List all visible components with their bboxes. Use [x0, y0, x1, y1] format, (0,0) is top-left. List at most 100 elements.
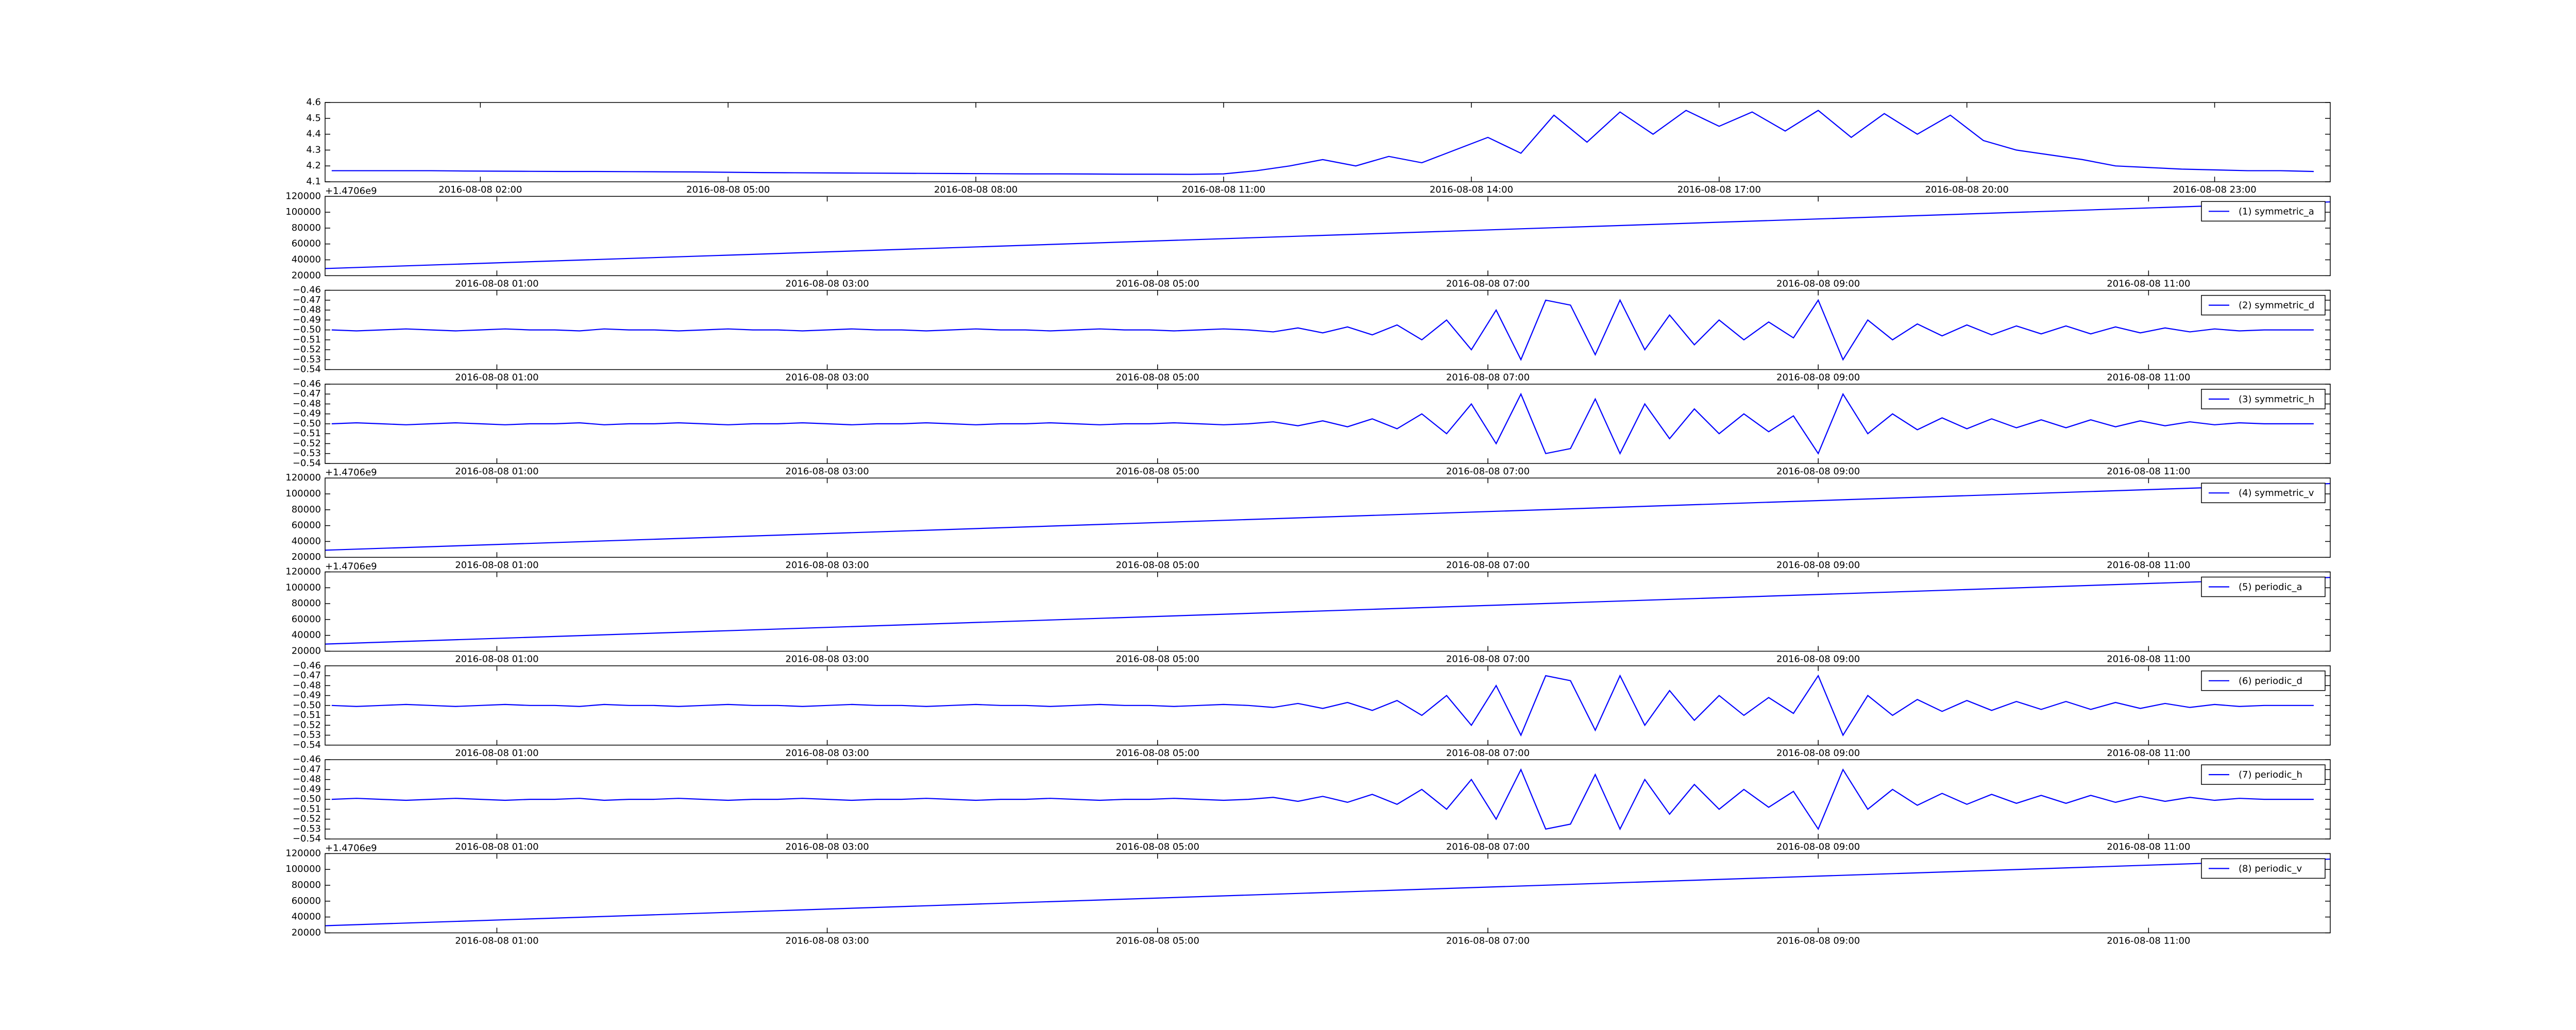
legend: (8) periodic_v — [2201, 858, 2326, 879]
subplot: −0.54−0.53−0.52−0.51−0.50−0.49−0.48−0.47… — [293, 379, 2331, 477]
y-tick-label: 20000 — [292, 927, 321, 938]
x-tick-label: 2016-08-08 09:00 — [1776, 560, 1860, 571]
y-tick-label: 40000 — [292, 630, 321, 641]
y-tick-label: 40000 — [292, 254, 321, 265]
legend: (6) periodic_d — [2201, 671, 2326, 691]
legend-label: (5) periodic_a — [2239, 582, 2302, 593]
legend: (1) symmetric_a — [2201, 201, 2326, 222]
subplot: 20000 40000 60000 80000 100000 120000 2016-08-… — [285, 185, 2331, 289]
subplot: −0.54−0.53−0.52−0.51−0.50−0.49−0.48−0.47… — [293, 285, 2331, 383]
x-tick-label: 2016-08-08 09:00 — [1776, 372, 1860, 383]
y-tick-label: −0.52 — [293, 344, 321, 355]
legend-label: (3) symmetric_h — [2239, 394, 2314, 405]
y-tick-label: 40000 — [292, 536, 321, 546]
data-line — [331, 110, 2314, 175]
legend-label: (8) periodic_v — [2239, 863, 2302, 874]
y-tick-label: −0.53 — [293, 823, 321, 834]
plot-area — [325, 196, 2330, 276]
x-tick-label: 2016-08-08 20:00 — [1925, 184, 2009, 195]
y-tick-label: 4.2 — [306, 160, 321, 171]
y-tick-label: 40000 — [292, 912, 321, 922]
x-tick-label: 2016-08-08 11:00 — [2107, 466, 2190, 477]
x-tick-label: 2016-08-08 01:00 — [455, 372, 538, 383]
y-tick-label: 80000 — [292, 504, 321, 515]
x-tick-label: 2016-08-08 05:00 — [1116, 654, 1199, 665]
plot-frame — [325, 289, 2331, 370]
x-tick-label: 2016-08-08 07:00 — [1446, 560, 1530, 571]
offset-text: +1.4706e9 — [325, 843, 377, 853]
data-line — [325, 483, 2330, 551]
data-line — [325, 577, 2330, 645]
plot-area — [325, 478, 2330, 558]
data-line — [331, 768, 2314, 831]
y-tick-label: −0.50 — [293, 700, 321, 711]
y-tick-label: −0.53 — [293, 448, 321, 459]
x-tick-label: 2016-08-08 11:00 — [1182, 184, 1265, 195]
y-tick-label: 120000 — [285, 848, 321, 859]
subplot: 20000 40000 60000 80000 100000 120000 2016-08-… — [285, 467, 2331, 571]
y-tick-label: 20000 — [292, 270, 321, 281]
y-tick-label: −0.54 — [293, 364, 321, 375]
data-line — [331, 392, 2314, 455]
data-line — [331, 299, 2314, 361]
x-tick-label: 2016-08-08 07:00 — [1446, 466, 1530, 477]
x-tick-label: 2016-08-08 01:00 — [455, 935, 538, 946]
subplot: −0.54−0.53−0.52−0.51−0.50−0.49−0.48−0.47… — [293, 660, 2331, 759]
legend: (3) symmetric_h — [2201, 389, 2326, 409]
plot-frame — [325, 665, 2331, 746]
y-tick-label: −0.46 — [293, 660, 321, 671]
legend-label: (2) symmetric_d — [2239, 300, 2314, 311]
subplot: −0.54−0.53−0.52−0.51−0.50−0.49−0.48−0.47… — [293, 754, 2331, 852]
y-tick-label: −0.48 — [293, 304, 321, 315]
x-tick-label: 2016-08-08 05:00 — [1116, 466, 1199, 477]
y-tick-label: 120000 — [285, 472, 321, 483]
y-tick-label: 100000 — [285, 488, 321, 499]
y-tick-label: −0.54 — [293, 740, 321, 750]
x-tick-label: 2016-08-08 03:00 — [786, 654, 869, 665]
legend: (7) periodic_h — [2201, 764, 2326, 785]
y-tick-label: −0.51 — [293, 428, 321, 439]
y-tick-label: 100000 — [285, 207, 321, 217]
legend: (2) symmetric_d — [2201, 295, 2326, 316]
y-tick-label: 120000 — [285, 566, 321, 577]
y-tick-label: 100000 — [285, 864, 321, 874]
y-tick-label: −0.46 — [293, 285, 321, 296]
offset-text: +1.4706e9 — [325, 467, 377, 478]
y-tick-label: −0.53 — [293, 354, 321, 365]
x-tick-label: 2016-08-08 09:00 — [1776, 654, 1860, 665]
data-line — [325, 859, 2330, 926]
x-tick-label: 2016-08-08 11:00 — [2107, 654, 2190, 665]
x-tick-label: 2016-08-08 07:00 — [1446, 842, 1530, 852]
x-tick-label: 2016-08-08 02:00 — [438, 184, 522, 195]
plot-frame — [325, 102, 2331, 182]
y-tick-label: −0.46 — [293, 379, 321, 389]
legend-label: (1) symmetric_a — [2239, 206, 2314, 217]
x-tick-label: 2016-08-08 07:00 — [1446, 748, 1530, 759]
legend-label: (4) symmetric_v — [2239, 488, 2314, 499]
x-tick-label: 2016-08-08 11:00 — [2107, 748, 2190, 759]
x-tick-label: 2016-08-08 05:00 — [1116, 748, 1199, 759]
y-tick-label: 80000 — [292, 598, 321, 609]
x-tick-label: 2016-08-08 05:00 — [1116, 842, 1199, 852]
x-tick-label: 2016-08-08 05:00 — [1116, 372, 1199, 383]
x-tick-label: 2016-08-08 05:00 — [686, 184, 770, 195]
y-tick-label: 100000 — [285, 582, 321, 593]
x-tick-label: 2016-08-08 09:00 — [1776, 935, 1860, 946]
x-tick-label: 2016-08-08 03:00 — [786, 842, 869, 852]
plot-frame — [325, 571, 2331, 652]
legend-label: (7) periodic_h — [2239, 769, 2302, 780]
plot-frame — [325, 196, 2331, 277]
y-tick-label: −0.51 — [293, 334, 321, 345]
y-tick-label: 4.6 — [306, 97, 321, 108]
y-tick-label: −0.50 — [293, 794, 321, 804]
x-tick-label: 2016-08-08 09:00 — [1776, 466, 1860, 477]
x-tick-label: 2016-08-08 03:00 — [786, 748, 869, 759]
x-tick-label: 2016-08-08 01:00 — [455, 560, 538, 571]
x-tick-label: 2016-08-08 07:00 — [1446, 278, 1530, 289]
y-tick-label: 60000 — [292, 238, 321, 249]
plot-frame — [325, 477, 2331, 558]
y-tick-label: 4.1 — [306, 176, 321, 187]
x-tick-label: 2016-08-08 09:00 — [1776, 278, 1860, 289]
y-tick-label: 20000 — [292, 552, 321, 562]
y-tick-label: −0.52 — [293, 719, 321, 730]
